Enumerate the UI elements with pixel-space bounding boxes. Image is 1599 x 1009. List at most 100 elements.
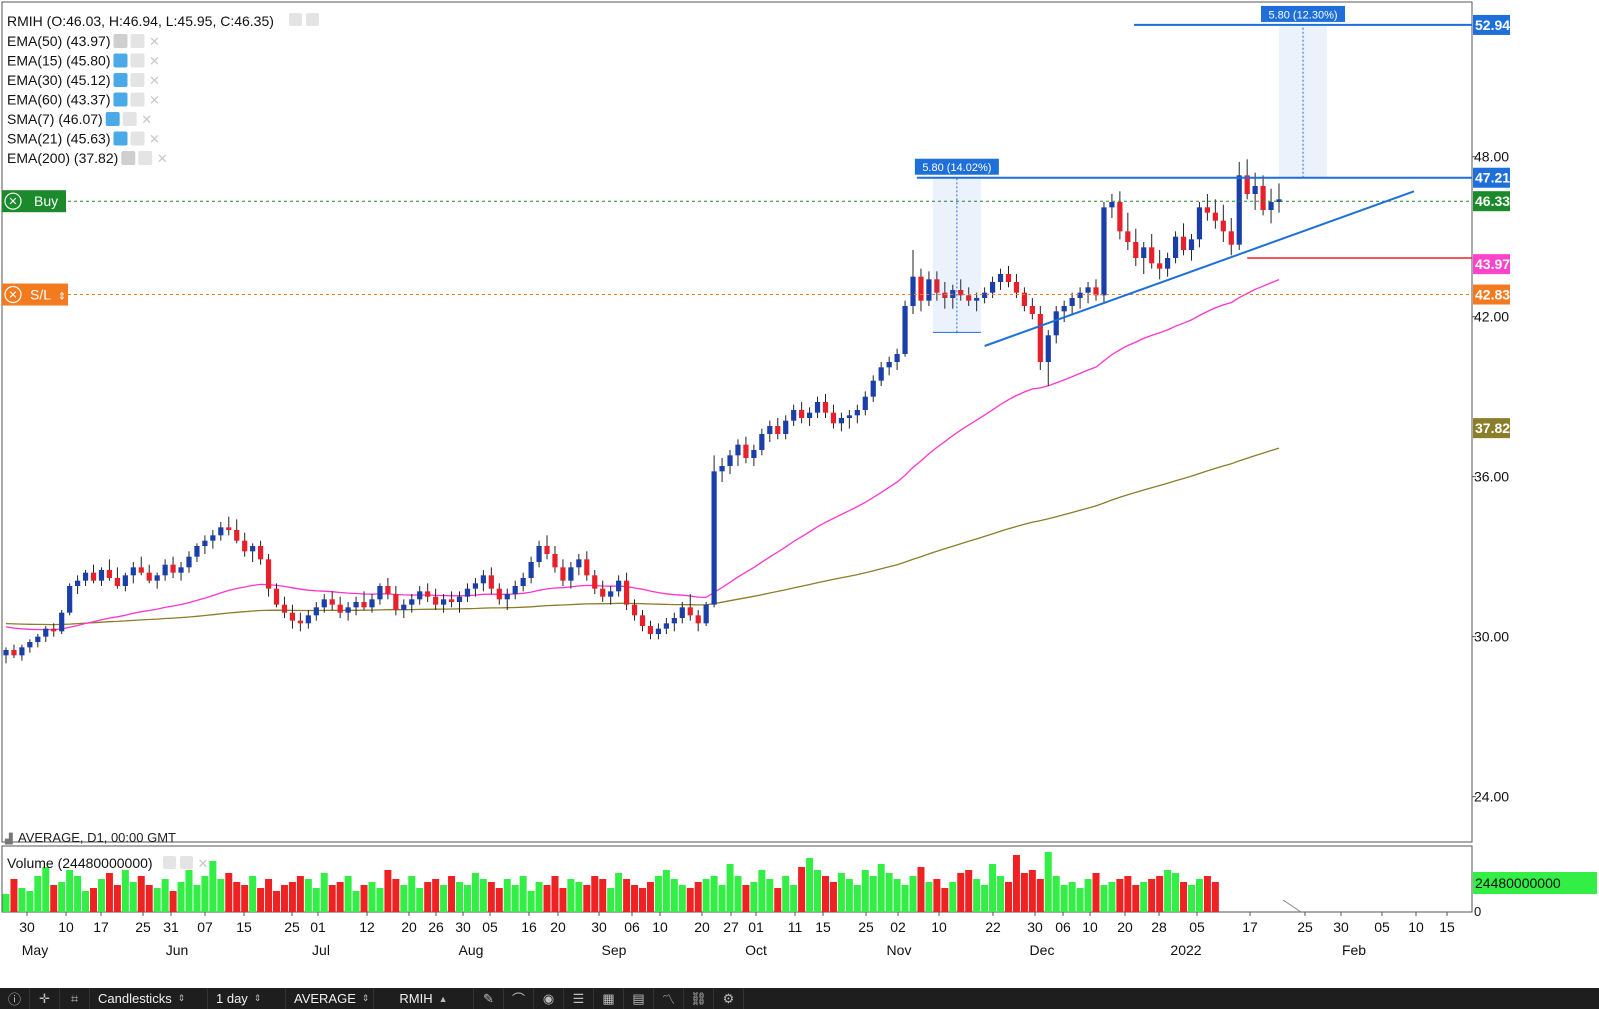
volume-bar xyxy=(1211,882,1219,912)
settings-icon xyxy=(130,34,145,48)
chart-line-icon[interactable]: 〽 xyxy=(654,988,684,1009)
volume-bar xyxy=(790,885,798,912)
volume-bar xyxy=(503,879,511,912)
x-tick-label: 05 xyxy=(1189,919,1205,935)
measure-label-bg-2 xyxy=(1261,5,1345,22)
volume-bar xyxy=(392,879,400,912)
candle-body xyxy=(536,546,542,562)
candle-body xyxy=(35,636,41,642)
volume-bar xyxy=(1203,876,1211,912)
candle-body xyxy=(106,570,113,578)
volume-bar xyxy=(1092,873,1100,912)
x-month-label: Jun xyxy=(166,942,189,958)
timeframe-select[interactable]: 1 day ⇕ xyxy=(208,988,286,1009)
volume-bar xyxy=(981,885,989,912)
candle-body xyxy=(186,556,192,568)
volume-bar xyxy=(973,879,981,912)
candle-body xyxy=(82,572,89,581)
settings-icon xyxy=(138,151,153,165)
candle-body xyxy=(265,559,272,589)
volume-bar xyxy=(861,870,869,912)
x-month-label: Dec xyxy=(1030,942,1055,958)
candle-body xyxy=(663,623,669,629)
symbol-group-select[interactable]: AVERAGE ⇕ xyxy=(286,988,374,1009)
candle-body xyxy=(210,535,216,541)
measure-label-1: 5.80 (14.02%) xyxy=(922,162,991,174)
candle-body xyxy=(695,615,701,624)
close-icon: ✕ xyxy=(149,73,160,88)
ascending-trendline xyxy=(984,190,1415,347)
settings-icon xyxy=(130,92,145,107)
volume-bar xyxy=(368,882,376,912)
volume-bar xyxy=(1004,882,1012,912)
volume-settings-icon xyxy=(180,856,193,869)
indicators-icon[interactable]: ☰ xyxy=(564,988,594,1009)
candle-body xyxy=(1109,202,1115,208)
volume-bar xyxy=(201,876,209,912)
x-tick-label: 30 xyxy=(1333,919,1349,935)
volume-bar xyxy=(241,885,249,912)
x-tick-label: 30 xyxy=(19,919,35,935)
candle-body xyxy=(1220,220,1226,232)
volume-bar xyxy=(440,885,448,912)
volume-bar xyxy=(265,879,273,912)
price-tag-bg xyxy=(1473,191,1510,212)
candle-body xyxy=(440,599,447,605)
candle-body xyxy=(1085,287,1091,293)
volume-bar xyxy=(145,885,153,912)
hide-eye-icon[interactable]: ◉ xyxy=(534,988,564,1009)
y-tick-label: 42.00 xyxy=(1474,309,1509,325)
candle-body xyxy=(234,530,240,541)
candle-body xyxy=(854,410,860,416)
volume-bar xyxy=(26,891,34,912)
candle-body xyxy=(425,591,431,597)
candle-body xyxy=(1212,212,1218,221)
price-tag-label: 37.82 xyxy=(1475,420,1510,436)
volume-bar xyxy=(50,885,58,912)
volume-bar xyxy=(686,888,694,912)
price-tag-bg xyxy=(1473,167,1510,188)
symbol-select[interactable]: RMIH ▲ xyxy=(374,988,474,1009)
volume-bar xyxy=(646,882,654,912)
pencil-icon[interactable]: ✎ xyxy=(474,988,504,1009)
templates-icon[interactable]: ▤ xyxy=(624,988,654,1009)
link-icon[interactable]: ⛓ xyxy=(684,988,714,1009)
volume-bar xyxy=(957,873,965,912)
brush-icon[interactable]: ⌒ xyxy=(504,988,534,1009)
volume-close-icon: ✕ xyxy=(198,856,209,871)
candle-body xyxy=(3,650,9,656)
x-tick-label: 11 xyxy=(788,919,803,935)
candle-body xyxy=(719,466,725,472)
volume-bar xyxy=(1148,879,1156,912)
volume-bar xyxy=(1180,882,1188,912)
volume-bar xyxy=(1124,876,1132,912)
crosshair-icon[interactable]: ✛ xyxy=(30,988,60,1009)
settings-gear-icon[interactable]: ⚙ xyxy=(714,988,744,1009)
price-tag-bg xyxy=(1473,254,1510,275)
candle-body xyxy=(1252,186,1258,194)
candle-body xyxy=(162,564,168,576)
candle-body xyxy=(926,279,932,301)
indicator-label: EMA(200) (37.82) xyxy=(7,150,118,166)
chart-type-select[interactable]: Candlesticks ⇕ xyxy=(90,988,208,1009)
volume-bar xyxy=(1084,879,1092,912)
volume-bar xyxy=(742,885,750,912)
volume-bar xyxy=(909,876,917,912)
crop-icon[interactable]: ⌗ xyxy=(60,988,90,1009)
layout-grid-icon[interactable]: ▦ xyxy=(594,988,624,1009)
candle-body xyxy=(154,575,160,581)
y-tick-label: 30.00 xyxy=(1474,629,1509,645)
volume-bar xyxy=(296,876,304,912)
price-chart[interactable]: ✕ Buy ✕ S/L ⇕ 5.80 (14.02%) 5.80 (12.30%) RMIH… xyxy=(0,0,1599,988)
indicator-label: SMA(7) (46.07) xyxy=(7,111,103,127)
volume-tag-bg xyxy=(1473,872,1597,894)
candle-body xyxy=(401,604,407,610)
volume-bar xyxy=(97,879,105,912)
candle-body xyxy=(1276,199,1282,202)
info-icon[interactable]: ⓘ xyxy=(0,988,30,1009)
x-month-label: May xyxy=(22,942,48,958)
volume-bar xyxy=(344,876,352,912)
settings-icon xyxy=(130,53,145,68)
volume-bar xyxy=(74,876,82,912)
